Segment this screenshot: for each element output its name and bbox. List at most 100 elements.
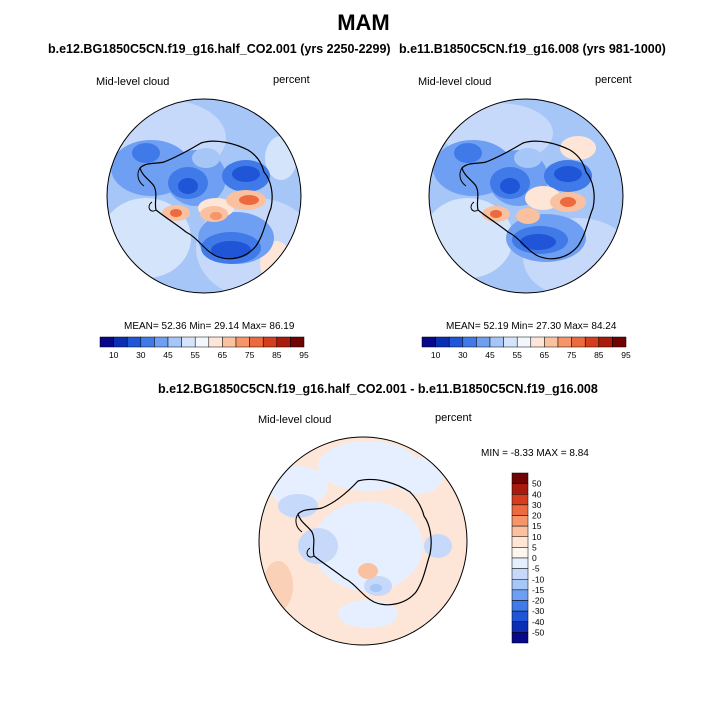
panel-2-colorbar-swatch bbox=[489, 336, 504, 348]
panel-3-colorbar-swatch bbox=[511, 525, 529, 537]
panel-3-colorbar-swatch bbox=[511, 494, 529, 506]
page-title: MAM bbox=[337, 10, 390, 35]
panel-3-map bbox=[258, 436, 468, 646]
panel-3-colorbar-swatch bbox=[511, 600, 529, 612]
panel-2-mean-value: 52.19 bbox=[483, 321, 509, 332]
panel-2-colorbar-swatch bbox=[435, 336, 450, 348]
panel-1-colorbar-swatch bbox=[167, 336, 182, 348]
panel-2-min-value: 27.30 bbox=[536, 321, 562, 332]
panel-2-colorbar-tick-label: 75 bbox=[567, 350, 577, 360]
panel-2-colorbar-swatch bbox=[598, 336, 613, 348]
panel-3-colorbar-tick-label: 50 bbox=[532, 479, 542, 489]
panel-1-units-label: percent bbox=[273, 74, 310, 86]
panel-1-colorbar-tick-label: 65 bbox=[218, 350, 228, 360]
panel-3-colorbar-swatch bbox=[511, 515, 529, 527]
panel-3-colorbar-tick-label: 0 bbox=[532, 553, 537, 563]
panel-1-colorbar-tick-label: 30 bbox=[136, 350, 146, 360]
panel-2-colorbar-tick-label: 65 bbox=[540, 350, 550, 360]
panel-1-colorbar-swatch bbox=[262, 336, 278, 348]
panel-2-colorbar-swatch bbox=[503, 336, 518, 348]
panel-3-colorbar-tick-label: -5 bbox=[532, 564, 540, 574]
panel-2-max-value: 84.24 bbox=[591, 321, 617, 332]
panel-1-colorbar-tick-label: 55 bbox=[190, 350, 200, 360]
panel-2-min-label: Min= bbox=[511, 321, 534, 332]
panel-1-colorbar-tick-label: 85 bbox=[272, 350, 282, 360]
panel-1-case-title: b.e12.BG1850C5CN.f19_g16.half_CO2.001 (y… bbox=[48, 42, 391, 56]
panel-2-colorbar-swatch bbox=[557, 336, 572, 348]
panel-1-colorbar-swatch bbox=[276, 336, 291, 348]
panel-1-min-label: Min= bbox=[189, 321, 212, 332]
panel-2-mean-label: MEAN= bbox=[446, 321, 481, 332]
panel-2-variable-label: Mid-level cloud bbox=[418, 76, 492, 88]
panel-3-colorbar-swatch bbox=[511, 610, 529, 622]
panel-1-colorbar-swatch bbox=[249, 336, 264, 348]
panel-3-colorbar-swatch bbox=[511, 632, 529, 644]
panel-2-case-title: b.e11.B1850C5CN.f19_g16.008 (yrs 981-100… bbox=[399, 42, 666, 56]
panel-1-colorbar-tick-label: 10 bbox=[109, 350, 119, 360]
panel-3-case-title: b.e12.BG1850C5CN.f19_g16.half_CO2.001 - … bbox=[158, 382, 598, 396]
panel-3-min-label: MIN = bbox=[481, 448, 508, 459]
panel-2-colorbar-swatch bbox=[544, 336, 559, 348]
panel-1-mean-label: MEAN= bbox=[124, 321, 159, 332]
panel-2-stats: MEAN= 52.19 Min= 27.30 Max= 84.24 bbox=[446, 321, 616, 332]
panel-3-variable-label: Mid-level cloud bbox=[258, 414, 332, 426]
panel-1-colorbar-swatch bbox=[194, 336, 210, 348]
panel-2-colorbar-swatch bbox=[530, 336, 545, 348]
panel-3-colorbar-tick-label: 40 bbox=[532, 489, 542, 499]
panel-3-colorbar-tick-label: -50 bbox=[532, 627, 545, 637]
panel-1-colorbar-swatch bbox=[113, 336, 128, 348]
panel-3-colorbar-swatch bbox=[511, 547, 529, 559]
panel-1-variable-label: Mid-level cloud bbox=[96, 76, 170, 88]
panel-1-colorbar-swatch bbox=[126, 336, 142, 348]
panel-3-colorbar-swatch bbox=[511, 579, 529, 591]
panel-1-colorbar-swatch bbox=[222, 336, 237, 348]
panel-3-colorbar-tick-label: -30 bbox=[532, 606, 545, 616]
panel-3-colorbar-swatch bbox=[511, 589, 529, 601]
panel-3-stats: MIN = -8.33 MAX = 8.84 bbox=[481, 448, 589, 459]
panel-2-colorbar-tick-label: 55 bbox=[512, 350, 522, 360]
panel-3-max-value: 8.84 bbox=[569, 448, 589, 459]
panel-1-colorbar-swatch bbox=[181, 336, 196, 348]
panel-1-colorbar-swatch bbox=[154, 336, 169, 348]
panel-3-colorbar-swatch bbox=[511, 472, 529, 484]
panel-2-colorbar-swatch bbox=[571, 336, 586, 348]
panel-2-colorbar: 10 30 45 55 65 75 85 95 bbox=[421, 336, 631, 360]
panel-1-max-label: Max= bbox=[241, 321, 267, 332]
panel-2-units-label: percent bbox=[595, 74, 632, 86]
panel-3-colorbar-swatch bbox=[511, 621, 529, 633]
panel-3-colorbar-tick-label: -15 bbox=[532, 585, 545, 595]
panel-1-colorbar-tick-label: 45 bbox=[163, 350, 173, 360]
panel-1-mean-value: 52.36 bbox=[161, 321, 187, 332]
panel-3-max-label: MAX = bbox=[536, 448, 567, 459]
panel-2-colorbar-swatch bbox=[584, 336, 600, 348]
panel-1-map bbox=[106, 98, 302, 294]
panel-3-colorbar-swatch bbox=[511, 568, 529, 580]
panel-3-colorbar-tick-label: 15 bbox=[532, 521, 542, 531]
panel-1-colorbar-swatch bbox=[99, 336, 114, 348]
panel-3-units-label: percent bbox=[435, 412, 472, 424]
panel-3-colorbar-swatch bbox=[511, 557, 529, 569]
panel-2-colorbar-swatch bbox=[516, 336, 532, 348]
panel-3-colorbar-tick-label: -10 bbox=[532, 574, 545, 584]
panel-2-colorbar-swatch bbox=[476, 336, 491, 348]
panel-1-colorbar-tick-label: 75 bbox=[245, 350, 255, 360]
panel-3-colorbar-tick-label: -40 bbox=[532, 617, 545, 627]
panel-2-colorbar-tick-label: 45 bbox=[485, 350, 495, 360]
panel-3-colorbar-swatch bbox=[511, 483, 529, 495]
panel-3-colorbar-tick-label: 5 bbox=[532, 542, 537, 552]
panel-3-colorbar-swatch bbox=[511, 536, 529, 548]
panel-3-colorbar-tick-label: 20 bbox=[532, 511, 542, 521]
panel-2-colorbar-tick-label: 95 bbox=[621, 350, 631, 360]
panel-2-colorbar-swatch bbox=[421, 336, 436, 348]
panel-1-colorbar-tick-label: 95 bbox=[299, 350, 309, 360]
panel-3-colorbar-tick-label: 30 bbox=[532, 500, 542, 510]
panel-2-colorbar-swatch bbox=[462, 336, 477, 348]
panel-1-colorbar: 10 30 45 55 65 75 85 95 bbox=[99, 336, 309, 360]
panel-3-colorbar-tick-label: 10 bbox=[532, 532, 542, 542]
panel-1-colorbar-swatch bbox=[235, 336, 250, 348]
panel-2-colorbar-tick-label: 85 bbox=[594, 350, 604, 360]
panel-3-colorbar-tick-label: -20 bbox=[532, 596, 545, 606]
panel-1-colorbar-swatch bbox=[208, 336, 223, 348]
panel-2-colorbar-swatch bbox=[448, 336, 464, 348]
